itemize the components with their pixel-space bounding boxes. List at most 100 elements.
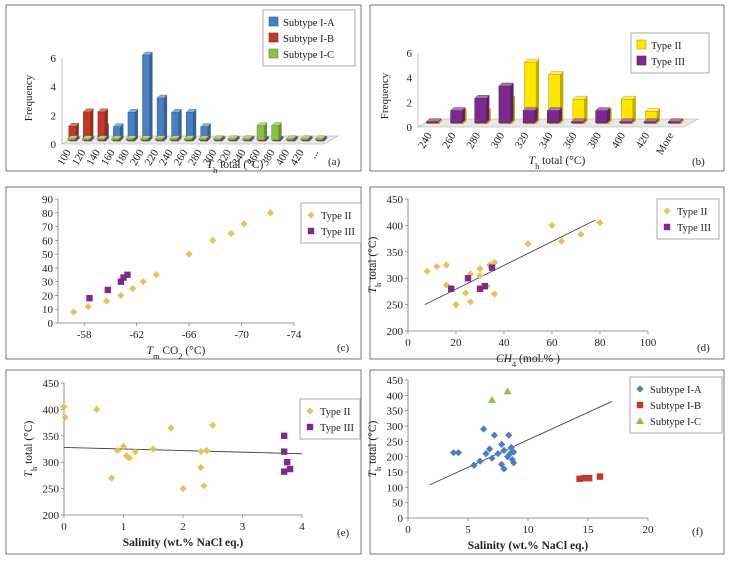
legend-swatch xyxy=(636,39,647,50)
x-axis-title-part: total (°C) xyxy=(217,159,263,171)
bar-subtype-i-b xyxy=(82,108,94,141)
data-point xyxy=(129,284,137,293)
y-tick-label: 450 xyxy=(43,378,60,390)
legend-frame xyxy=(656,198,720,240)
bar-side xyxy=(134,136,138,141)
bar-side xyxy=(103,135,107,140)
legend-label: Subtype I-B xyxy=(650,401,701,412)
bar-front xyxy=(474,98,487,124)
bar-side xyxy=(632,96,636,124)
bar-side xyxy=(134,109,138,142)
y-axis-title-part: total (°C) xyxy=(367,237,379,283)
bar-side xyxy=(279,136,283,141)
bar-side xyxy=(510,83,514,123)
data-point xyxy=(286,465,294,473)
y-tick-label: 450 xyxy=(387,194,404,206)
x-tick-label: 60 xyxy=(547,337,559,349)
bar-type-ii xyxy=(572,95,588,125)
bar-side xyxy=(681,119,685,124)
legend-swatch xyxy=(268,16,279,27)
data-point xyxy=(117,278,125,285)
bar-side xyxy=(191,135,195,140)
x-axis-title-part: CO xyxy=(160,345,179,357)
y-tick-label: 30 xyxy=(42,277,54,289)
bar-side xyxy=(206,136,210,141)
series-type-iii xyxy=(280,432,294,475)
bar-type-iii xyxy=(619,118,635,124)
bar-side xyxy=(584,96,588,124)
bar-side xyxy=(295,136,299,142)
y-tick-label: 50 xyxy=(42,249,54,261)
data-point xyxy=(476,457,484,465)
data-point xyxy=(476,285,484,292)
panel-label: (f) xyxy=(692,526,703,538)
bar-front xyxy=(156,97,165,142)
legend-swatch xyxy=(268,48,279,59)
data-point xyxy=(450,449,458,457)
panel-label: (d) xyxy=(697,342,710,354)
data-point xyxy=(466,270,474,278)
bar-side xyxy=(163,136,167,141)
chart-panel-f: 0 50 100 150 200 250 300 350 400 450 0 5 10 15 20 Salin… xyxy=(367,375,723,552)
x-axis-title-part: T xyxy=(147,345,155,357)
y-axis-title-part: T xyxy=(367,285,379,293)
data-point xyxy=(139,278,147,286)
bar-side xyxy=(104,108,108,141)
x-tick-label: 2 xyxy=(180,521,186,533)
data-point xyxy=(524,240,532,248)
data-point xyxy=(203,446,211,455)
legend-frame xyxy=(262,9,356,67)
bar-front xyxy=(595,110,608,124)
bar-side xyxy=(486,95,490,123)
data-point xyxy=(84,302,92,311)
data-point xyxy=(548,221,556,229)
data-point xyxy=(488,395,496,403)
bar-side xyxy=(607,107,611,123)
legend-marker xyxy=(636,385,644,393)
y-tick-label: 2 xyxy=(51,110,57,122)
chart-panel-d: 200 250 300 350 400 450 0 20 40 60 80 100 CH4 (mol.%… xyxy=(367,194,720,369)
bar-side xyxy=(178,109,182,142)
y-tick-label: 4 xyxy=(51,82,57,94)
bar-subtype-i-c xyxy=(227,135,239,141)
x-tick-label: 20 xyxy=(643,524,655,536)
x-axis-title-part: (°C) xyxy=(183,345,206,357)
bar-side xyxy=(148,136,152,141)
bar-subtype-i-c xyxy=(67,135,79,141)
bar-subtype-i-a xyxy=(171,109,183,142)
panel-label: (c) xyxy=(337,342,350,354)
bar-front xyxy=(142,54,150,142)
bar-side xyxy=(309,136,313,142)
data-point xyxy=(266,209,274,217)
bar-subtype-i-b xyxy=(97,108,109,141)
y-tick-label: 10 xyxy=(42,304,54,316)
x-tick-label: -66 xyxy=(182,329,197,341)
x-tick-label: 0 xyxy=(405,524,411,536)
data-point xyxy=(240,220,248,228)
data-point xyxy=(117,291,125,300)
data-point xyxy=(558,237,566,245)
x-axis-title-part: 2 xyxy=(178,352,182,361)
x-tick-label: 0 xyxy=(405,337,411,349)
data-point xyxy=(506,450,514,458)
bar-subtype-i-c xyxy=(212,135,224,141)
data-point xyxy=(486,445,494,453)
bar-side xyxy=(308,136,312,141)
data-point xyxy=(470,461,478,469)
bar-subtype-i-a xyxy=(127,109,139,142)
legend-frame xyxy=(299,398,361,440)
data-point xyxy=(500,446,508,455)
panel-label: (a) xyxy=(328,156,341,168)
legend-frame xyxy=(300,202,362,244)
legend-swatch xyxy=(268,32,279,43)
bar-side xyxy=(118,135,122,140)
bar-side xyxy=(264,122,268,140)
data-point xyxy=(494,450,502,458)
x-axis-title-part: h xyxy=(535,162,540,171)
y-axis-title-part: h xyxy=(374,282,383,287)
x-tick-label: 15 xyxy=(583,524,595,536)
bar-subtype-i-c xyxy=(314,135,326,141)
data-point xyxy=(510,459,518,467)
y-axis-title-part: h xyxy=(374,466,383,471)
